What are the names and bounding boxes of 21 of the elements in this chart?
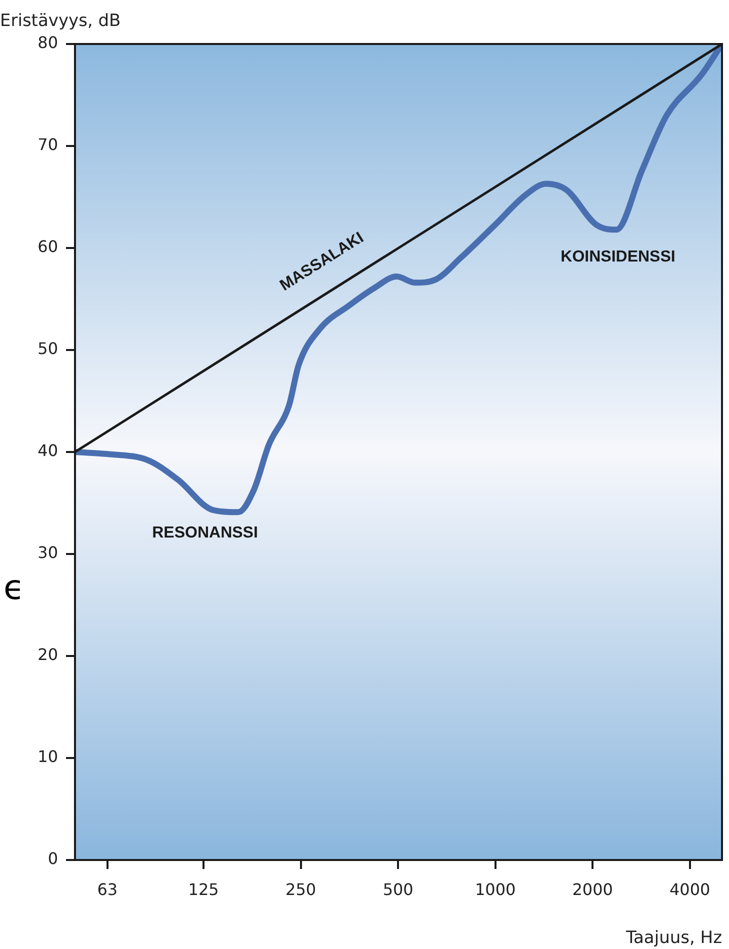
annotation: KOINSIDENSSI	[560, 248, 676, 266]
x-tick-label: 1000	[474, 880, 516, 899]
text: ϵ	[4, 568, 24, 608]
x-tick-label: 63	[97, 880, 118, 899]
x-axis-title: Taajuus, Hz	[624, 928, 722, 948]
x-tick-label: 125	[188, 880, 219, 899]
y-tick-label: 20	[38, 645, 58, 664]
y-tick-label: 30	[38, 543, 58, 562]
y-tick-label: 50	[38, 339, 58, 358]
x-tick-label: 250	[286, 880, 316, 899]
y-tick-label: 70	[38, 135, 58, 154]
annotation: RESONANSSI	[152, 524, 258, 542]
y-tick-label: 40	[38, 441, 58, 460]
y-axis-title: Eristävyys, dB	[0, 10, 121, 31]
x-tick-label: 4000	[669, 880, 710, 899]
y-tick-label: 0	[48, 849, 58, 868]
y-tick-label: 10	[38, 747, 58, 766]
x-tick-label: 500	[382, 880, 414, 899]
y-tick-label: 60	[38, 237, 58, 256]
x-tick-label: 2000	[572, 880, 613, 899]
y-tick-label: 80	[38, 33, 58, 52]
